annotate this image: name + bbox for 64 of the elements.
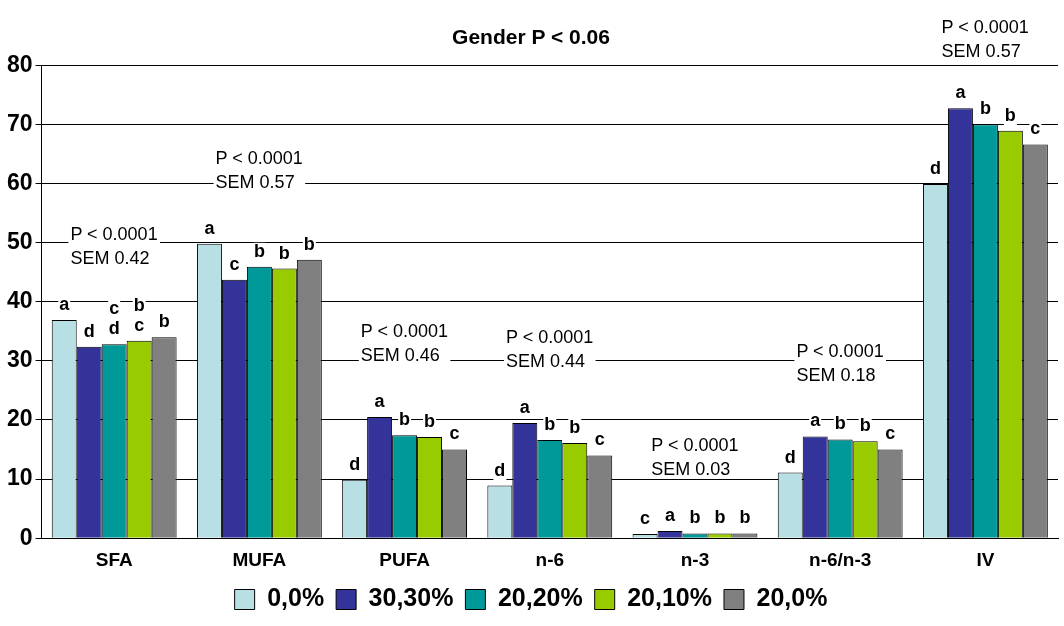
data-label: c — [229, 253, 240, 274]
data-label: b — [569, 416, 581, 437]
x-tick-label: PUFA — [379, 548, 431, 570]
data-label: a — [955, 82, 967, 103]
data-label: d — [784, 446, 796, 467]
data-label: b — [424, 411, 436, 432]
y-tick-label: 50 — [6, 227, 33, 254]
data-label: d — [494, 459, 506, 480]
data-label: a — [59, 294, 71, 314]
data-label: c — [594, 429, 605, 450]
data-label: a — [665, 505, 677, 526]
text: P < 0.0001 SEM 0.57 — [941, 17, 1029, 62]
data-label: b — [1004, 104, 1016, 125]
data-label: b c — [133, 294, 145, 335]
data-label: b — [979, 98, 991, 119]
legend-label: 30,30% — [368, 583, 454, 612]
data-label: c — [640, 508, 651, 529]
data-label: b — [739, 507, 751, 528]
data-label: b — [544, 414, 556, 435]
data-label: b — [303, 233, 315, 254]
data-label: b — [253, 240, 265, 261]
data-label: a — [374, 390, 386, 411]
data-label: d — [929, 158, 941, 179]
data-label: b — [714, 507, 726, 528]
y-tick-label: 70 — [6, 109, 33, 136]
annotation: P < 0.0001 SEM 0.42 — [70, 224, 158, 269]
data-label: d — [83, 320, 95, 341]
y-tick-label: 20 — [6, 405, 33, 432]
legend-label: 20,0% — [756, 583, 828, 612]
data-label: b — [278, 242, 290, 263]
legend-label: 20,10% — [627, 583, 712, 612]
x-tick-label: MUFA — [232, 548, 287, 570]
annotation: P < 0.0001 SEM 0.44 — [506, 326, 594, 371]
y-tick-label: 80 — [6, 50, 33, 77]
x-tick-label: SFA — [95, 548, 133, 570]
data-label: a — [519, 396, 531, 417]
data-label: b — [689, 507, 701, 528]
data-label: c — [449, 423, 460, 444]
data-label: a — [204, 217, 216, 238]
data-label: b — [859, 415, 871, 436]
data-label: b — [399, 409, 411, 430]
data-label: c — [885, 423, 896, 444]
annotation: P < 0.0001 SEM 0.03 — [651, 435, 739, 480]
annotation: P < 0.0001 SEM 0.18 — [796, 340, 884, 385]
x-tick-label: n-3 — [680, 548, 710, 570]
data-label: b — [158, 311, 170, 332]
y-tick-label: 30 — [6, 346, 33, 373]
annotation: P < 0.0001 SEM 0.57 — [215, 147, 303, 192]
x-tick-label: IV — [976, 548, 995, 570]
x-tick-label: n-6/n-3 — [809, 548, 872, 570]
y-tick-label: 0 — [19, 523, 33, 550]
y-tick-label: 10 — [6, 464, 33, 491]
data-label: a — [810, 410, 822, 431]
data-label: b — [834, 413, 846, 434]
annotation: P < 0.0001 SEM 0.46 — [360, 320, 449, 365]
chart-title: Gender P < 0.06 — [452, 25, 610, 49]
x-tick-label: n-6 — [535, 548, 565, 570]
y-tick-label: 40 — [6, 287, 33, 314]
data-label: c d — [108, 298, 120, 339]
data-label: c — [1030, 118, 1041, 139]
data-label: d — [349, 453, 361, 474]
y-tick-label: 60 — [6, 168, 33, 195]
legend-label: 0,0% — [267, 583, 325, 612]
legend-label: 20,20% — [497, 583, 583, 612]
